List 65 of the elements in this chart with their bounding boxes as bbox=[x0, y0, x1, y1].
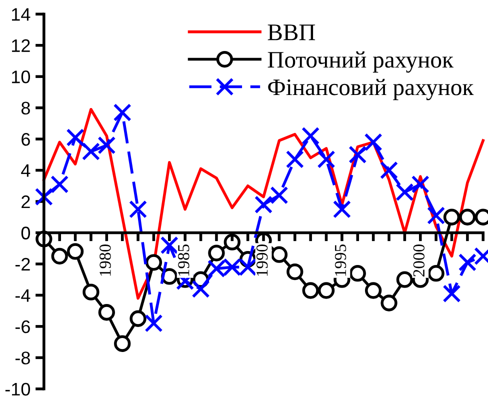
point bbox=[114, 335, 131, 352]
y-tick-label: 8 bbox=[21, 102, 30, 115]
point bbox=[396, 271, 414, 288]
point bbox=[317, 150, 336, 168]
y-tick-label: 6 bbox=[22, 132, 30, 146]
point bbox=[270, 246, 288, 263]
y-tick-label: -4 bbox=[15, 289, 30, 302]
point bbox=[224, 234, 240, 250]
point bbox=[428, 265, 444, 282]
point bbox=[380, 294, 398, 312]
y-tick-label: 10 bbox=[12, 70, 30, 84]
y-tick-label: -6 bbox=[15, 320, 30, 334]
legend-label: ВВП bbox=[268, 24, 316, 40]
point bbox=[113, 103, 132, 122]
point bbox=[160, 236, 178, 254]
point bbox=[98, 136, 116, 154]
point bbox=[286, 263, 304, 280]
point bbox=[443, 208, 460, 226]
y-tick-label: 14 bbox=[12, 8, 30, 21]
point bbox=[82, 142, 100, 161]
point bbox=[427, 206, 446, 225]
y-tick-label: 4 bbox=[21, 164, 30, 177]
x-tick-label: 1985 bbox=[178, 244, 190, 276]
point bbox=[364, 282, 382, 299]
y-tick-label: -10 bbox=[5, 382, 30, 396]
point bbox=[82, 284, 100, 300]
point bbox=[318, 282, 335, 299]
point bbox=[442, 284, 461, 303]
legend-label: Фінансовий рахунок bbox=[268, 78, 474, 100]
point bbox=[411, 175, 430, 194]
point bbox=[254, 196, 273, 214]
point bbox=[66, 243, 84, 260]
point bbox=[51, 248, 68, 264]
y-tick-label: -2 bbox=[15, 258, 30, 271]
point bbox=[302, 126, 320, 145]
point bbox=[396, 183, 414, 202]
y-tick-label: -8 bbox=[15, 352, 30, 364]
y-tick-label: 0 bbox=[21, 226, 30, 240]
point bbox=[145, 254, 162, 271]
point bbox=[332, 200, 351, 218]
point bbox=[34, 188, 53, 206]
point bbox=[98, 304, 115, 321]
point bbox=[208, 244, 225, 262]
x-tick-label: 1980 bbox=[100, 244, 111, 276]
point bbox=[348, 146, 367, 164]
point bbox=[130, 310, 146, 327]
x-tick-label: 1995 bbox=[334, 244, 346, 276]
point bbox=[380, 161, 398, 180]
point bbox=[286, 150, 304, 168]
x-tick-label: 2000 bbox=[413, 244, 425, 276]
point bbox=[364, 133, 382, 152]
x-tick-label: 1990 bbox=[256, 244, 268, 276]
point bbox=[349, 265, 366, 282]
point bbox=[302, 282, 319, 299]
point bbox=[458, 253, 476, 272]
point bbox=[459, 208, 476, 226]
point bbox=[192, 280, 210, 298]
point bbox=[144, 314, 163, 332]
point bbox=[50, 175, 69, 194]
point bbox=[129, 200, 148, 218]
point bbox=[270, 186, 288, 204]
y-tick-label: 12 bbox=[12, 39, 30, 52]
point bbox=[66, 128, 84, 146]
legend-label: Поточний рахунок bbox=[268, 51, 454, 73]
y-tick-label: 2 bbox=[22, 195, 30, 208]
